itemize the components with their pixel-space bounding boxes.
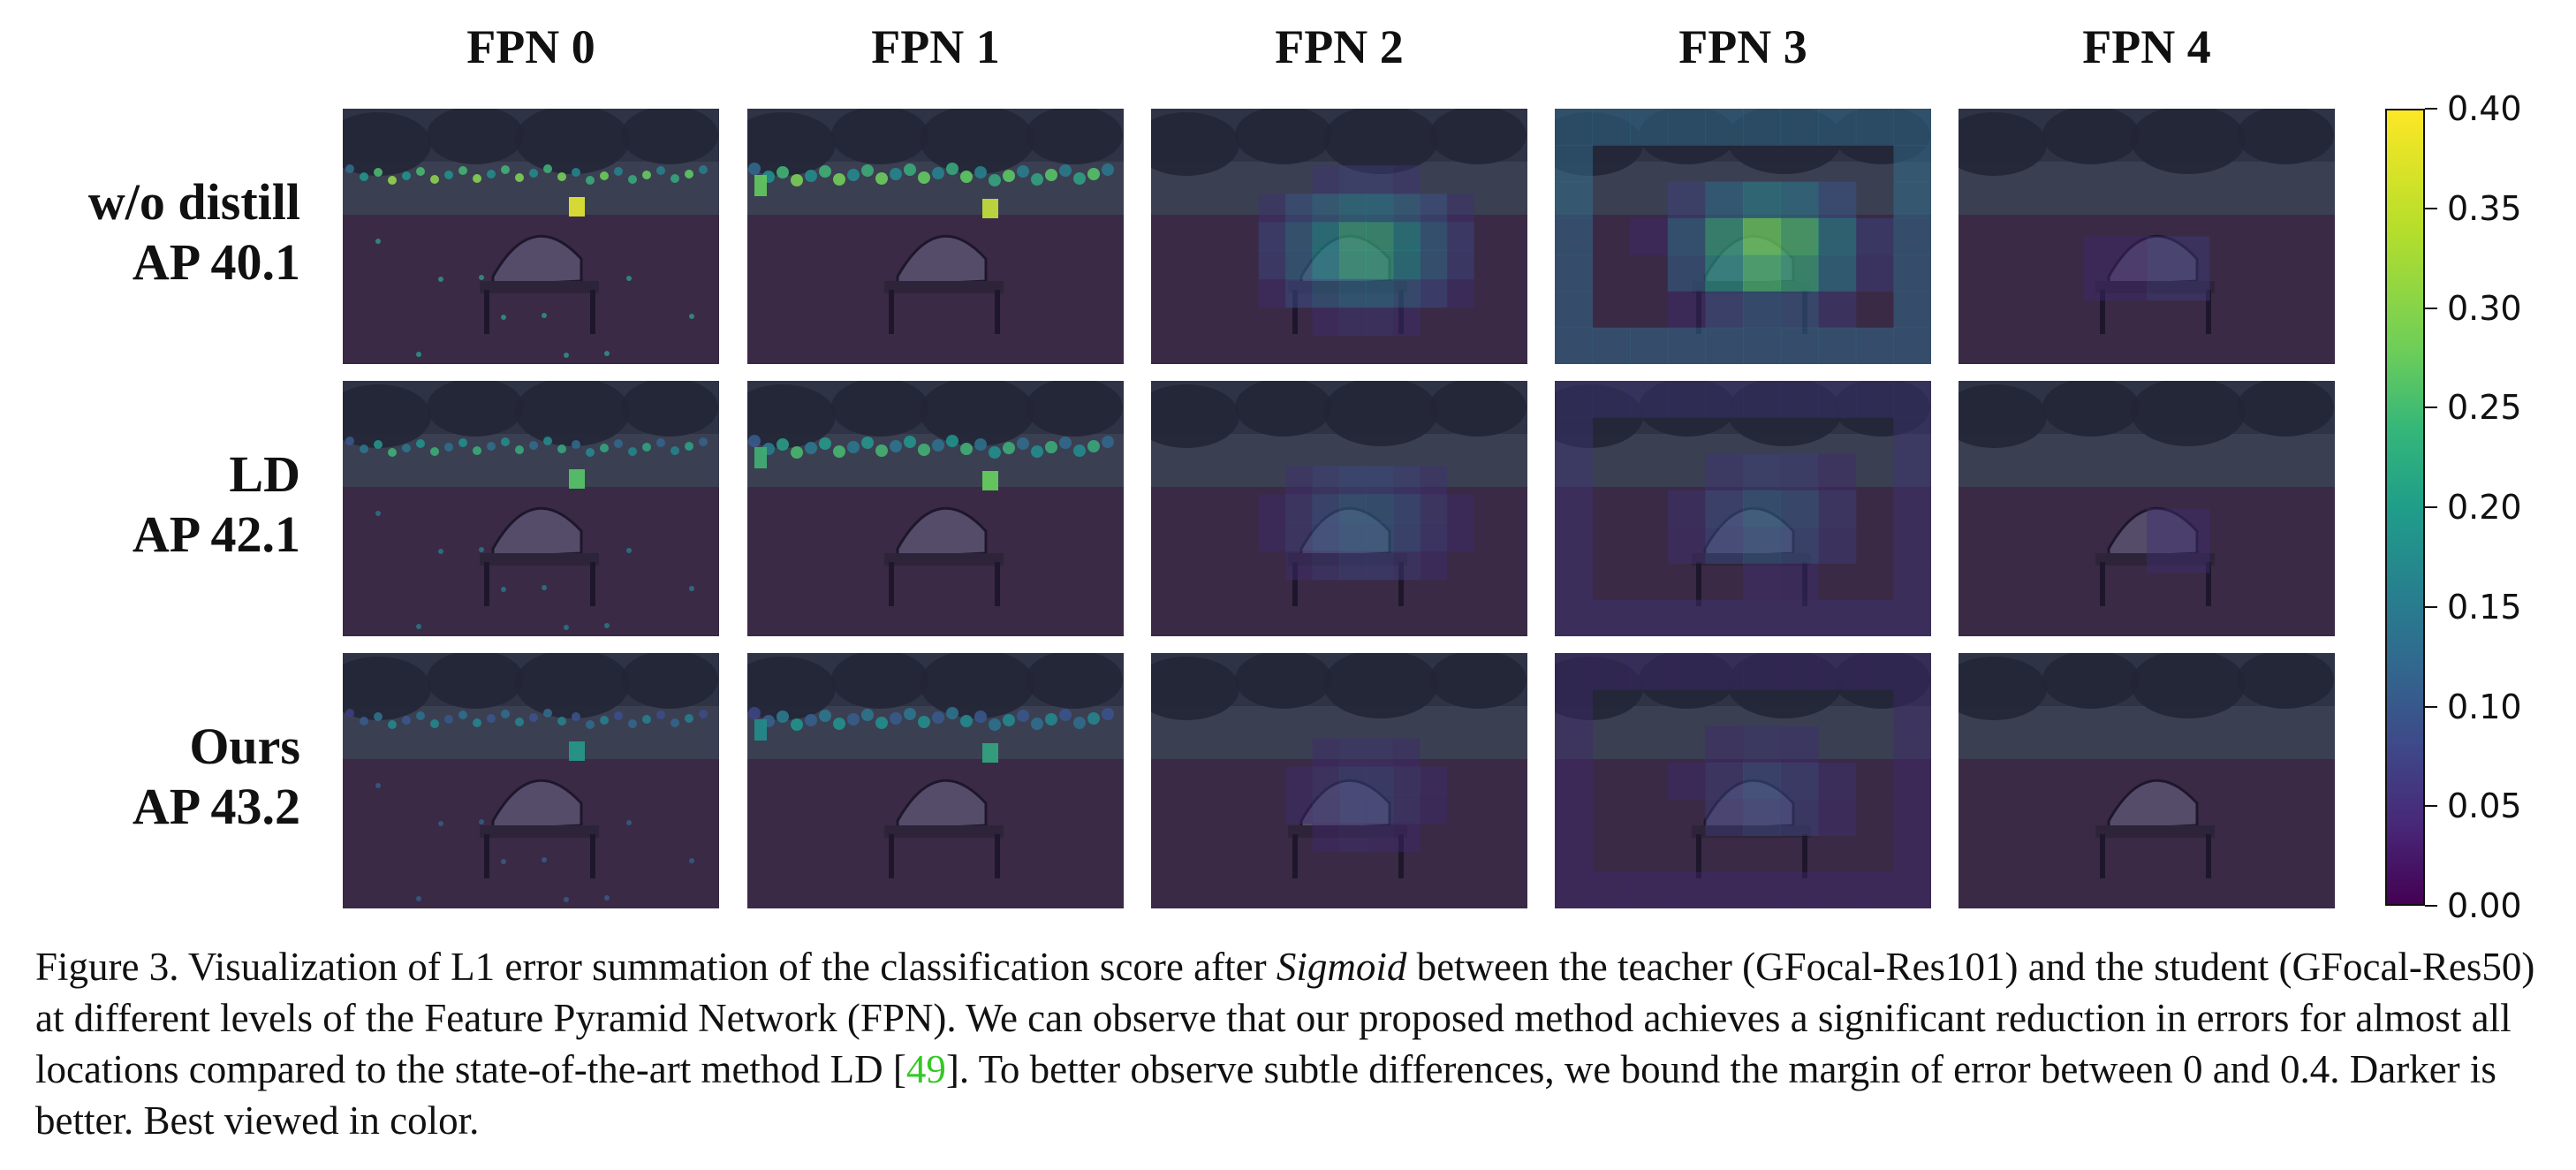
heatmap-tile-w-o-distill-fpn4 [1959, 109, 2335, 364]
column-title-fpn4: FPN 4 [2082, 20, 2211, 73]
heatmap-image [1151, 381, 1527, 636]
heatmap-image [1555, 381, 1931, 636]
column-title-fpn0: FPN 0 [466, 20, 595, 73]
colorbar-tick [2425, 705, 2437, 708]
row-method-name: w/o distill [87, 173, 300, 231]
colorbar-tick [2425, 905, 2437, 907]
heatmap-image [1555, 109, 1931, 364]
heatmap-image [747, 109, 1124, 364]
citation-link[interactable]: 49 [905, 1047, 946, 1091]
heatmap-image [1959, 653, 2335, 908]
caption-text-1: Figure 3. Visualization of L1 error summ… [35, 945, 1277, 989]
column-title-fpn2: FPN 2 [1275, 20, 1404, 73]
heatmap-tile-ours-fpn2 [1151, 653, 1527, 908]
caption-italic-sigmoid: Sigmoid [1276, 945, 1407, 989]
figure-caption: Figure 3. Visualization of L1 error summ… [35, 941, 2562, 1146]
heatmap-tile-ld-fpn0 [343, 381, 719, 636]
heatmap-tile-w-o-distill-fpn0 [343, 109, 719, 364]
heatmap-image [1959, 381, 2335, 636]
caption-text-3: ]. To better observe subtle differences,… [35, 1047, 2496, 1143]
heatmap-image [1151, 653, 1527, 908]
colorbar-tick [2425, 207, 2437, 209]
colorbar-tick [2425, 506, 2437, 508]
column-title-fpn3: FPN 3 [1678, 20, 1807, 73]
heatmap-image [1555, 653, 1931, 908]
heatmap-tile-w-o-distill-fpn1 [747, 109, 1124, 364]
heatmap-tile-w-o-distill-fpn2 [1151, 109, 1527, 364]
colorbar-tick-label: 0.35 [2447, 188, 2522, 228]
colorbar-tick [2425, 805, 2437, 808]
colorbar-tick-label: 0.15 [2447, 587, 2522, 627]
heatmap-image [747, 381, 1124, 636]
heatmap-tile-ours-fpn1 [747, 653, 1124, 908]
heatmap-image [343, 653, 719, 908]
row-ap-value: AP 40.1 [132, 233, 300, 291]
row-label-wo-distill: w/o distill AP 40.1 [0, 172, 300, 292]
heatmap-tile-ours-fpn4 [1959, 653, 2335, 908]
row-ap-value: AP 42.1 [132, 505, 300, 563]
heatmap-tile-ld-fpn3 [1555, 381, 1931, 636]
colorbar-tick [2425, 605, 2437, 608]
heatmap-tile-ld-fpn4 [1959, 381, 2335, 636]
colorbar-tick-label: 0.20 [2447, 488, 2522, 527]
colorbar-tick [2425, 108, 2437, 110]
caption-text-2: between the teacher (GFocal-Res101) and … [35, 945, 2535, 1091]
row-ap-value: AP 43.2 [132, 778, 300, 835]
row-label-ours: Ours AP 43.2 [0, 717, 300, 837]
colorbar-tick-label: 0.40 [2447, 89, 2522, 128]
row-method-name: LD [229, 445, 300, 503]
heatmap-image [343, 109, 719, 364]
colorbar-tick-label: 0.05 [2447, 786, 2522, 826]
row-label-ld: LD AP 42.1 [0, 444, 300, 565]
heatmap-tile-w-o-distill-fpn3 [1555, 109, 1931, 364]
colorbar-tick [2425, 307, 2437, 309]
colorbar-tick [2425, 406, 2437, 409]
column-title-fpn1: FPN 1 [871, 20, 1000, 73]
heatmap-image [1151, 109, 1527, 364]
colorbar-tick-label: 0.00 [2447, 886, 2522, 925]
colorbar-tick-label: 0.10 [2447, 687, 2522, 726]
colorbar [2385, 109, 2425, 906]
heatmap-tile-ours-fpn3 [1555, 653, 1931, 908]
heatmap-image [747, 653, 1124, 908]
colorbar-tick-label: 0.25 [2447, 388, 2522, 428]
heatmap-tile-ld-fpn2 [1151, 381, 1527, 636]
heatmap-tile-ld-fpn1 [747, 381, 1124, 636]
heatmap-image [343, 381, 719, 636]
row-method-name: Ours [189, 718, 300, 775]
heatmap-image [1959, 109, 2335, 364]
colorbar-tick-label: 0.30 [2447, 288, 2522, 328]
heatmap-tile-ours-fpn0 [343, 653, 719, 908]
